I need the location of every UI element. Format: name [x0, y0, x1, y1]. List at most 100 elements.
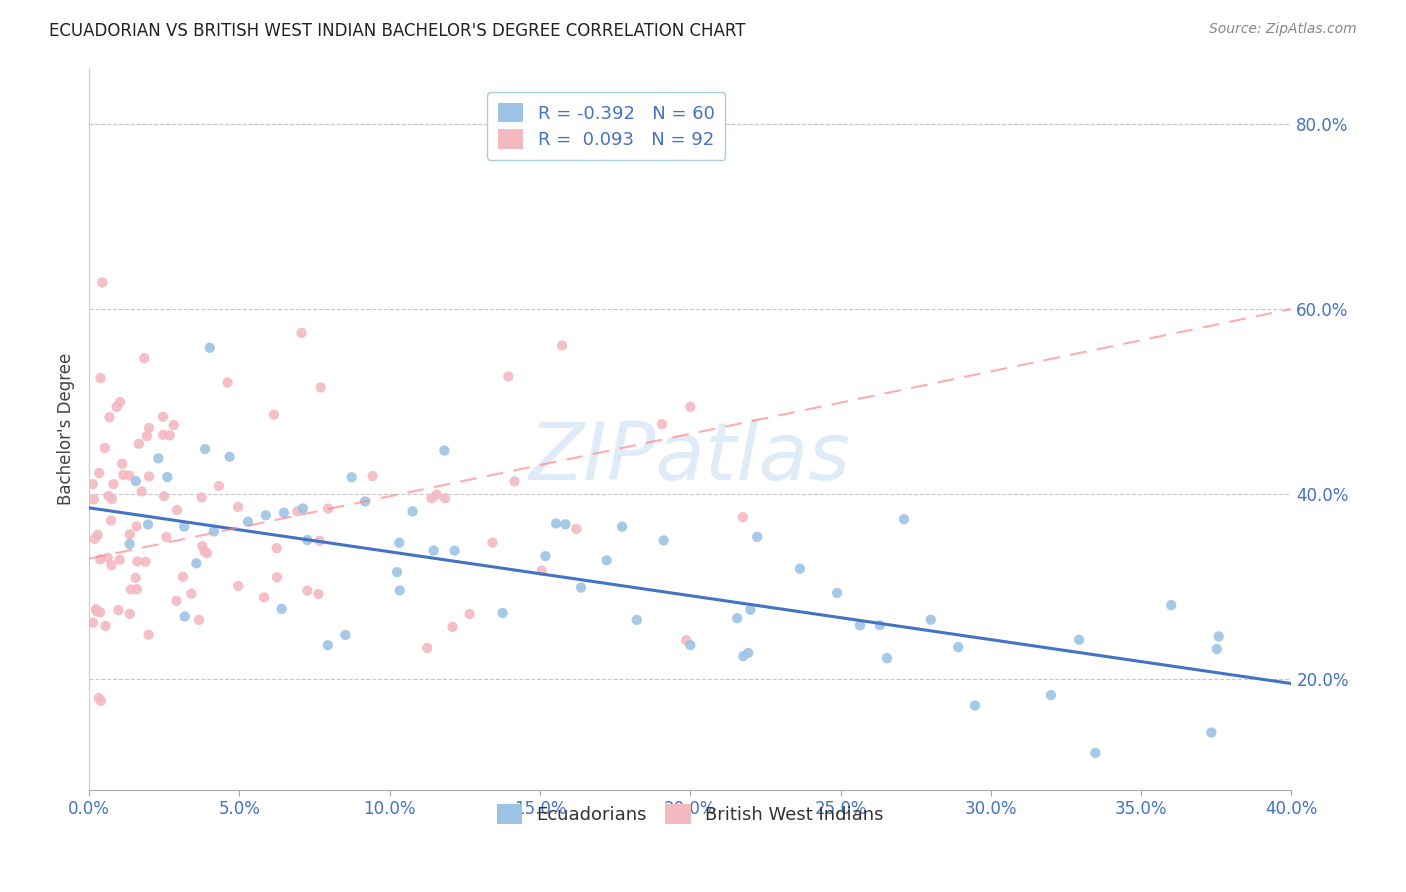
- Point: [458, 607, 481, 621]
- Point: [82, 615, 104, 630]
- Point: [118, 537, 141, 551]
- Point: [94, 441, 117, 455]
- Point: [120, 582, 142, 597]
- Point: [124, 571, 146, 585]
- Point: [270, 602, 292, 616]
- Point: [498, 369, 520, 384]
- Point: [340, 470, 363, 484]
- Point: [166, 503, 188, 517]
- Point: [652, 533, 675, 548]
- Point: [173, 609, 195, 624]
- Point: [626, 613, 648, 627]
- Point: [551, 338, 574, 352]
- Point: [202, 524, 225, 539]
- Point: [385, 565, 408, 579]
- Point: [112, 467, 135, 482]
- Y-axis label: Bachelor's Degree: Bachelor's Degree: [58, 353, 75, 506]
- Point: [316, 638, 339, 652]
- Point: [307, 587, 329, 601]
- Point: [89, 552, 111, 566]
- Point: [675, 633, 697, 648]
- Point: [737, 646, 759, 660]
- Point: [546, 516, 568, 531]
- Point: [156, 470, 179, 484]
- Point: [266, 541, 288, 556]
- Point: [503, 475, 526, 489]
- Text: ECUADORIAN VS BRITISH WEST INDIAN BACHELOR'S DEGREE CORRELATION CHART: ECUADORIAN VS BRITISH WEST INDIAN BACHEL…: [49, 22, 745, 40]
- Point: [89, 606, 111, 620]
- Point: [173, 519, 195, 533]
- Point: [125, 582, 148, 597]
- Point: [740, 603, 762, 617]
- Point: [433, 443, 456, 458]
- Point: [610, 519, 633, 533]
- Point: [163, 418, 186, 433]
- Point: [186, 557, 208, 571]
- Point: [651, 417, 673, 432]
- Point: [297, 583, 319, 598]
- Point: [90, 371, 112, 385]
- Point: [191, 539, 214, 553]
- Point: [87, 691, 110, 706]
- Point: [152, 409, 174, 424]
- Point: [443, 543, 465, 558]
- Point: [138, 421, 160, 435]
- Point: [747, 530, 769, 544]
- Point: [285, 504, 308, 518]
- Point: [218, 450, 240, 464]
- Point: [920, 613, 942, 627]
- Point: [89, 466, 111, 480]
- Point: [180, 587, 202, 601]
- Point: [136, 517, 159, 532]
- Point: [595, 553, 617, 567]
- Point: [138, 628, 160, 642]
- Point: [1069, 632, 1091, 647]
- Point: [125, 519, 148, 533]
- Point: [111, 457, 134, 471]
- Point: [152, 427, 174, 442]
- Point: [131, 484, 153, 499]
- Point: [679, 400, 702, 414]
- Point: [1205, 642, 1227, 657]
- Point: [530, 564, 553, 578]
- Point: [108, 553, 131, 567]
- Point: [309, 380, 332, 394]
- Text: Source: ZipAtlas.com: Source: ZipAtlas.com: [1209, 22, 1357, 37]
- Point: [148, 451, 170, 466]
- Point: [569, 581, 592, 595]
- Point: [1039, 688, 1062, 702]
- Point: [153, 489, 176, 503]
- Point: [226, 500, 249, 514]
- Point: [388, 535, 411, 549]
- Point: [198, 341, 221, 355]
- Point: [291, 501, 314, 516]
- Point: [100, 558, 122, 572]
- Point: [565, 522, 588, 536]
- Point: [125, 474, 148, 488]
- Point: [217, 376, 239, 390]
- Point: [422, 543, 444, 558]
- Point: [194, 442, 217, 456]
- Point: [83, 532, 105, 546]
- Point: [361, 469, 384, 483]
- Point: [166, 594, 188, 608]
- Point: [731, 510, 754, 524]
- Point: [869, 618, 891, 632]
- Legend: Ecuadorians, British West Indians: Ecuadorians, British West Indians: [486, 794, 894, 835]
- Point: [948, 640, 970, 654]
- Point: [554, 517, 576, 532]
- Point: [172, 570, 194, 584]
- Text: ZIPatlas: ZIPatlas: [529, 419, 851, 497]
- Point: [825, 586, 848, 600]
- Point: [83, 492, 105, 507]
- Point: [290, 326, 312, 340]
- Point: [94, 619, 117, 633]
- Point: [194, 545, 217, 559]
- Point: [876, 651, 898, 665]
- Point: [273, 506, 295, 520]
- Point: [86, 604, 108, 618]
- Point: [118, 607, 141, 621]
- Point: [97, 489, 120, 503]
- Point: [1084, 746, 1107, 760]
- Point: [90, 694, 112, 708]
